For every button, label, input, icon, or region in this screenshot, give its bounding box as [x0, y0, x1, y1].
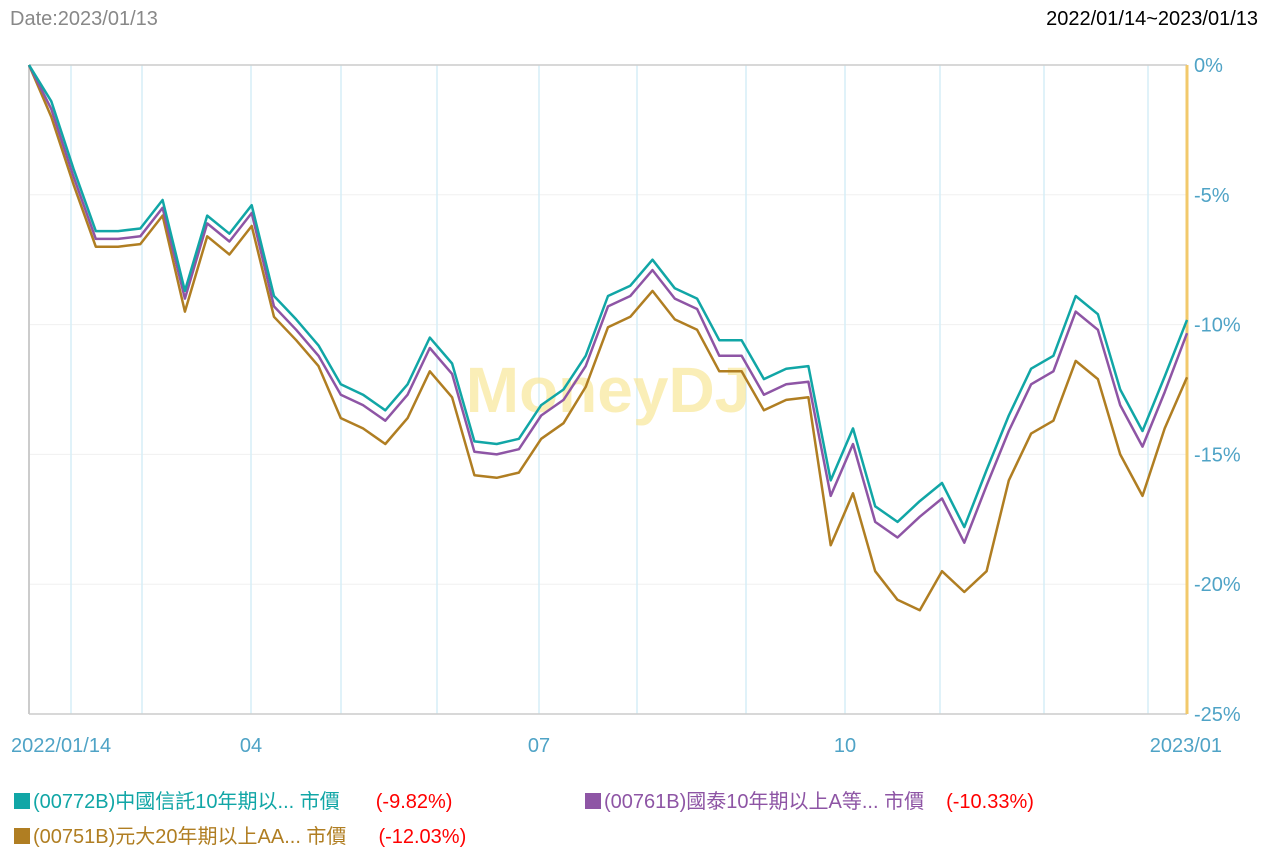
- series-line-1: [27, 64, 1189, 544]
- series-line-0: [27, 64, 1189, 529]
- legend-swatch: [585, 793, 601, 809]
- legend-item-00761b[interactable]: (00761B)國泰10年期以上A等... 市價 (-10.33%): [585, 785, 1034, 814]
- legend-label: (00772B)中國信託10年期以... 市價: [33, 791, 340, 813]
- watermark-logo: MoneyDJ: [466, 354, 751, 426]
- legend-item-00751b[interactable]: (00751B)元大20年期以上AA... 市價 (-12.03%): [14, 820, 466, 849]
- y-tick-label: -5%: [1194, 185, 1230, 207]
- legend-label: (00751B)元大20年期以上AA... 市價: [33, 826, 347, 848]
- x-tick-label: 07: [528, 735, 550, 757]
- y-tick-label: -20%: [1194, 574, 1241, 596]
- x-tick-label: 2023/01: [1150, 735, 1222, 757]
- x-tick-label: 04: [240, 735, 262, 757]
- legend-change: (-9.82%): [375, 791, 453, 813]
- legend-item-00772b[interactable]: (00772B)中國信託10年期以... 市價 (-9.82%): [14, 785, 452, 814]
- y-tick-label: -25%: [1194, 704, 1241, 726]
- y-tick-label: 0%: [1194, 55, 1223, 77]
- current-date-label: Date:2023/01/13: [10, 8, 158, 30]
- x-tick-label: 2022/01/14: [11, 735, 111, 757]
- legend-label: (00761B)國泰10年期以上A等... 市價: [604, 791, 925, 813]
- y-tick-label: -10%: [1194, 315, 1241, 337]
- date-range-label: 2022/01/14~2023/01/13: [1046, 8, 1258, 30]
- legend-swatch: [14, 793, 30, 809]
- series-line-2: [27, 64, 1189, 612]
- legend-swatch: [14, 828, 30, 844]
- y-tick-label: -15%: [1194, 444, 1241, 466]
- legend-change: (-12.03%): [378, 826, 467, 848]
- x-tick-label: 10: [834, 735, 856, 757]
- legend-change: (-10.33%): [946, 791, 1034, 813]
